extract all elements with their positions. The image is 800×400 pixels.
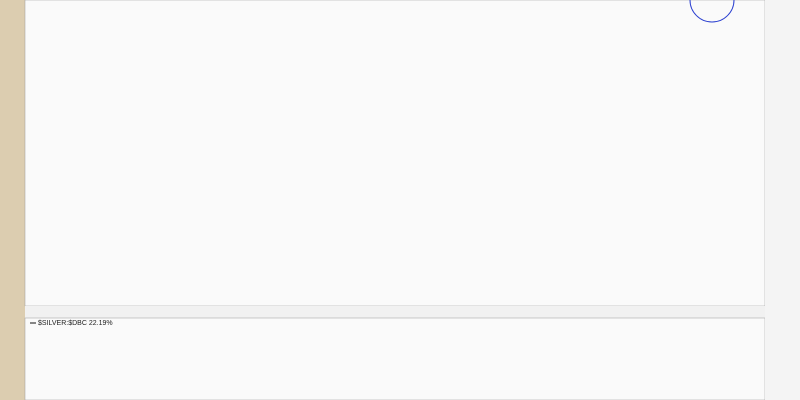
highlight-circle: [689, 0, 735, 23]
ratio-panel: [24, 317, 766, 400]
ratio-name: $SILVER:$DBC 22.19%: [38, 320, 113, 327]
left-strip: [0, 0, 25, 400]
right-axis-band: [765, 0, 800, 400]
date-band: [25, 306, 765, 318]
price-panel: [24, 0, 766, 307]
ratio-name-text: $SILVER:$DBC: [38, 320, 87, 327]
ratio-last-text: 22.19%: [89, 320, 113, 327]
